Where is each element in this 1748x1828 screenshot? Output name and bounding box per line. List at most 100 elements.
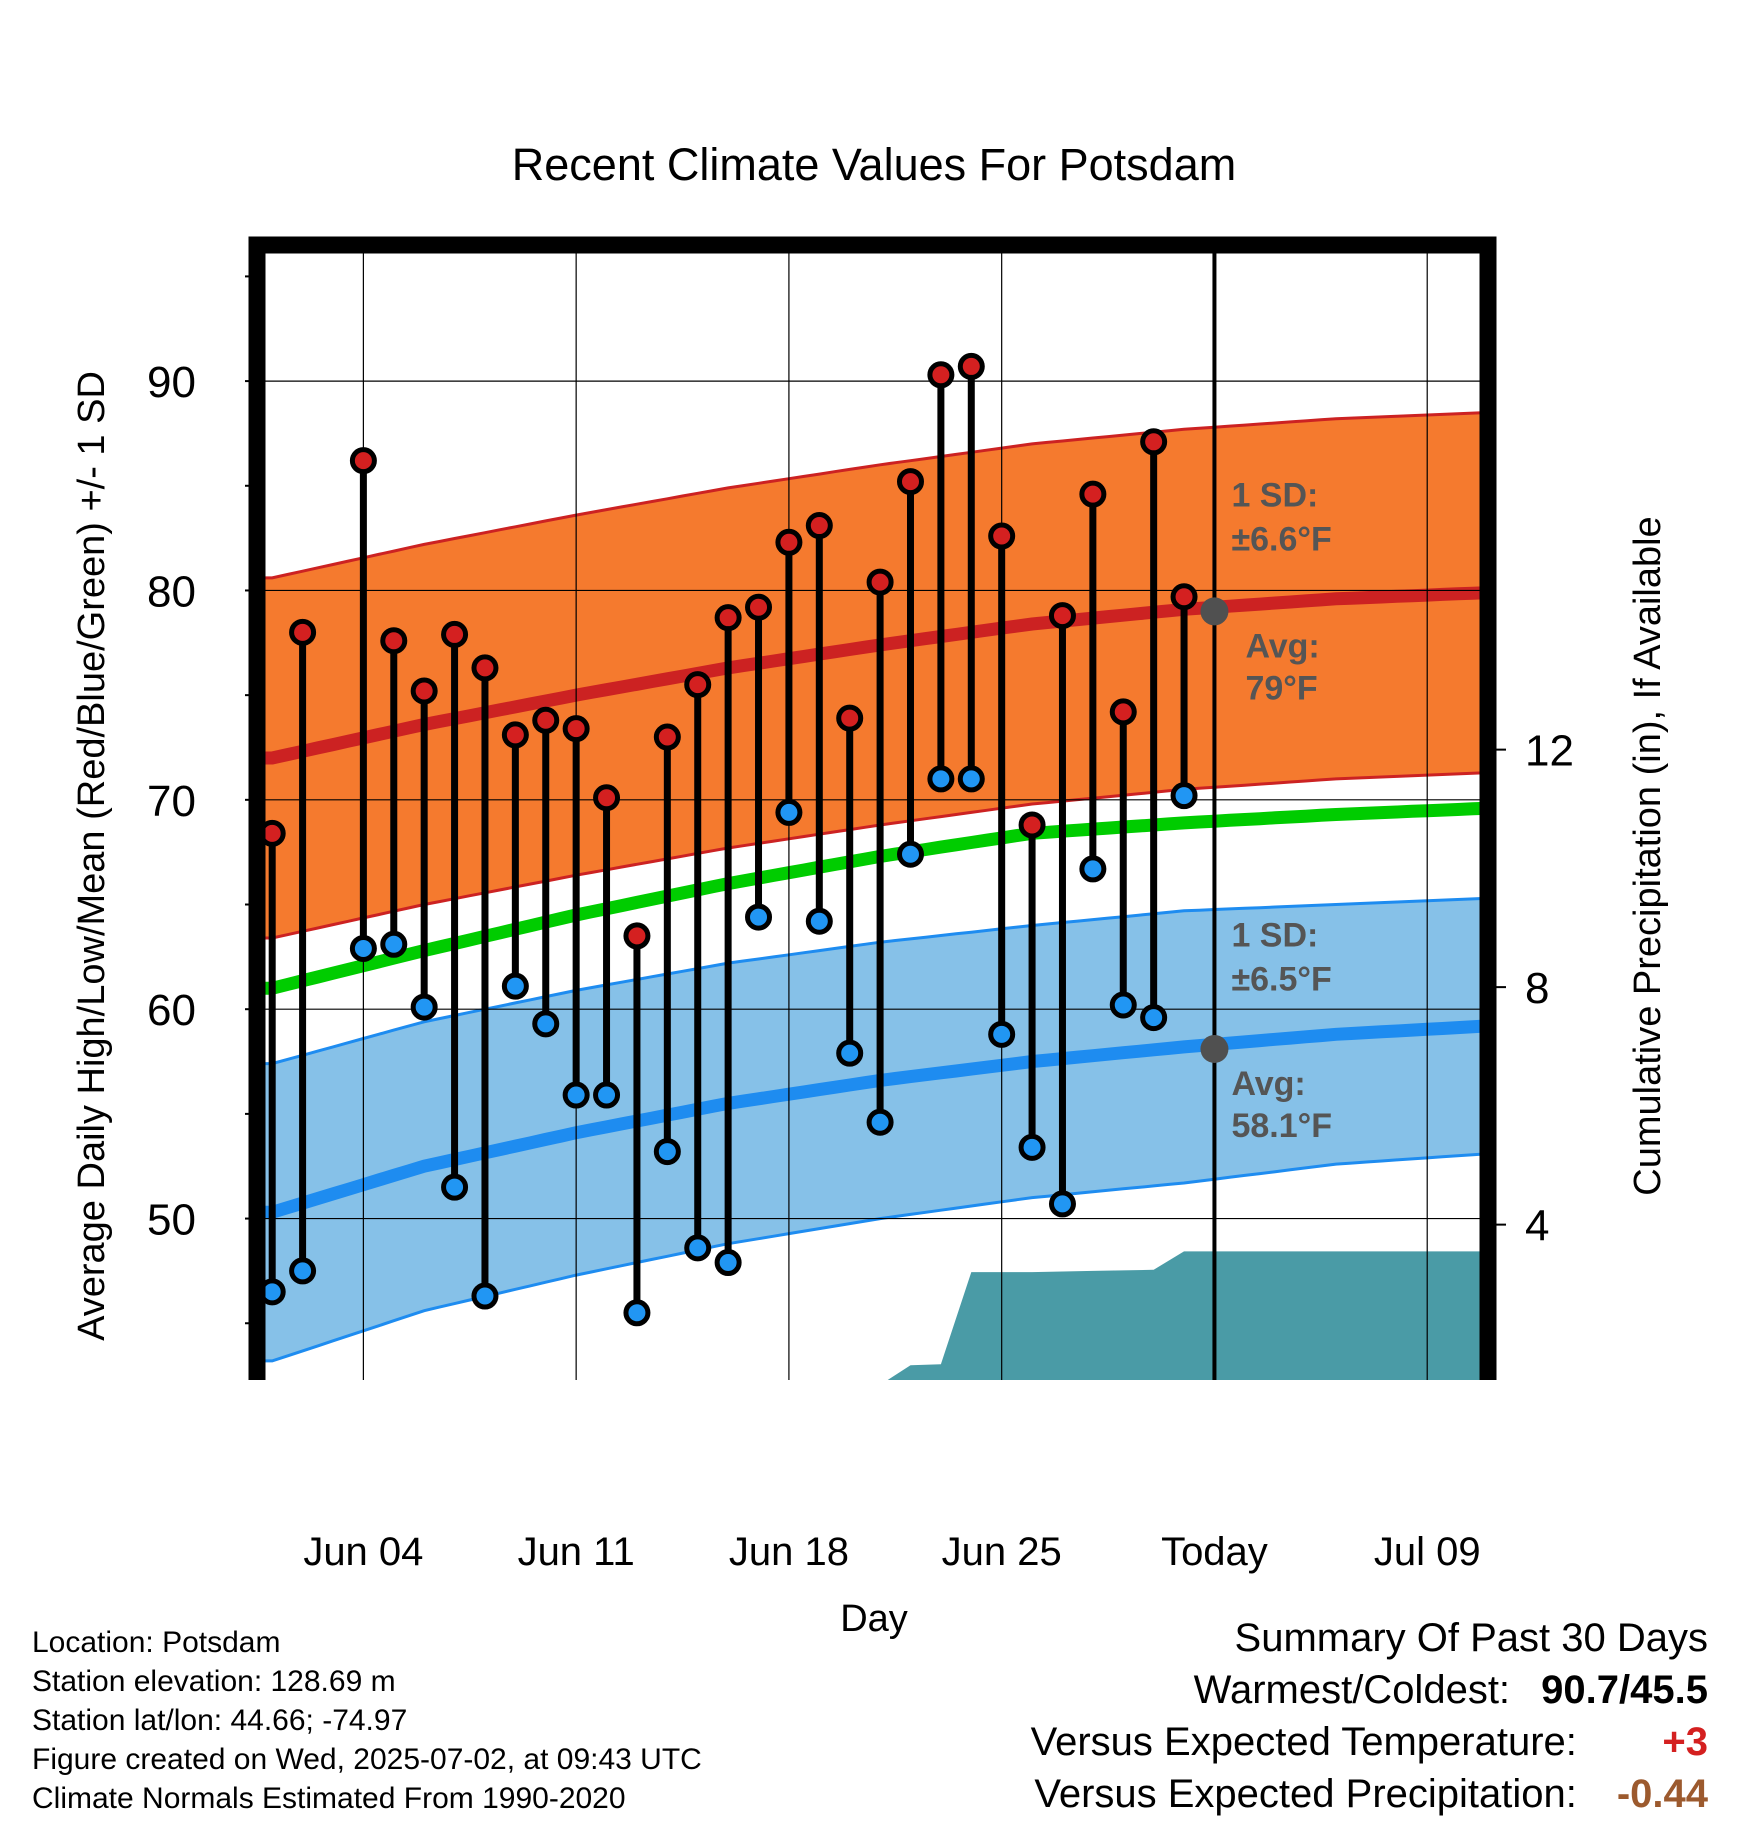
low-point bbox=[289, 1257, 317, 1285]
high-avg-label: Avg: bbox=[1245, 627, 1319, 665]
high-point bbox=[1048, 602, 1076, 630]
location-text: Location: Potsdam bbox=[32, 1626, 281, 1659]
high-point bbox=[714, 604, 742, 632]
y-tick-label: 60 bbox=[147, 986, 196, 1035]
low-point bbox=[349, 934, 377, 962]
y2-axis-label: Cumulative Precipitation (in), If Availa… bbox=[1627, 516, 1669, 1195]
mean-avg-line bbox=[257, 801, 1488, 995]
high-band-upper-edge bbox=[257, 411, 1488, 580]
high-point bbox=[349, 447, 377, 475]
high-avg-line bbox=[257, 586, 1488, 765]
normals-text: Climate Normals Estimated From 1990-2020 bbox=[32, 1782, 626, 1815]
temp-value: +3 bbox=[1662, 1720, 1708, 1764]
low-point bbox=[745, 903, 773, 931]
low-point bbox=[562, 1081, 590, 1109]
low-point bbox=[441, 1173, 469, 1201]
warmest-label: Warmest/Coldest: bbox=[1193, 1668, 1511, 1712]
low-avg-value: 58.1°F bbox=[1231, 1107, 1332, 1145]
low-point bbox=[1018, 1133, 1046, 1161]
low-point bbox=[471, 1282, 499, 1310]
low-point bbox=[1109, 991, 1137, 1019]
precip-value: -0.44 bbox=[1616, 1772, 1708, 1816]
high-avg-value: 79°F bbox=[1245, 669, 1317, 707]
high-point bbox=[532, 706, 560, 734]
high-point bbox=[836, 704, 864, 732]
high-point bbox=[1170, 583, 1198, 611]
low-point bbox=[775, 798, 803, 826]
low-point bbox=[593, 1081, 621, 1109]
low-sd-label: 1 SD: bbox=[1231, 916, 1318, 954]
warmest-value: 90.7/45.5 bbox=[1541, 1668, 1708, 1712]
plot-area: 1 SD: ±6.6°F Avg: 79°F 1 SD: ±6.5°F Avg: 58.1°F… bbox=[257, 245, 1488, 1380]
low-avg-label: Avg: bbox=[1231, 1065, 1305, 1103]
high-point bbox=[805, 512, 833, 540]
y2-tick-label: 4 bbox=[1525, 1202, 1549, 1251]
precip-label: Versus Expected Precipitation: bbox=[1034, 1772, 1577, 1816]
low-point bbox=[836, 1039, 864, 1067]
high-sd-value: ±6.6°F bbox=[1231, 521, 1331, 559]
high-point bbox=[896, 468, 924, 496]
plot-frame bbox=[248, 236, 1497, 1380]
summary-title: Summary Of Past 30 Days bbox=[1031, 1612, 1708, 1664]
low-point bbox=[532, 1010, 560, 1038]
today-high-avg-marker bbox=[1200, 597, 1229, 626]
x-tick-label: Jul 09 bbox=[1373, 1530, 1481, 1574]
low-point bbox=[866, 1108, 894, 1136]
low-point bbox=[805, 907, 833, 935]
high-point bbox=[1109, 698, 1137, 726]
high-point bbox=[441, 620, 469, 648]
low-point bbox=[623, 1299, 651, 1327]
high-point bbox=[866, 568, 894, 596]
low-point bbox=[1079, 855, 1107, 883]
chart-title: Recent Climate Values For Potsdam bbox=[512, 139, 1236, 190]
today-low-avg-marker bbox=[1200, 1034, 1229, 1063]
summary-precip-row: Versus Expected Precipitation: -0.44 bbox=[1031, 1768, 1708, 1820]
x-axis-label-text: Day bbox=[840, 1598, 908, 1640]
low-point bbox=[380, 930, 408, 958]
precip-area bbox=[887, 1251, 1488, 1380]
high-point bbox=[1018, 811, 1046, 839]
x-tick-label: Jun 04 bbox=[303, 1530, 424, 1574]
low-band-lower-edge bbox=[257, 1152, 1488, 1363]
plot-clip-group: 1 SD: ±6.6°F Avg: 79°F 1 SD: ±6.5°F Avg: 58.1°F… bbox=[257, 245, 1488, 1380]
x-tick-label: Today bbox=[1161, 1530, 1268, 1574]
high-band-lower-edge bbox=[257, 771, 1488, 940]
high-sd-band bbox=[257, 412, 1488, 938]
high-point bbox=[562, 715, 590, 743]
y2-tick-label: 12 bbox=[1525, 727, 1574, 776]
low-point bbox=[957, 765, 985, 793]
low-point bbox=[1140, 1004, 1168, 1032]
low-point bbox=[1170, 782, 1198, 810]
summary-panel: Summary Of Past 30 Days Warmest/Coldest:… bbox=[1031, 1612, 1708, 1820]
low-band-upper-edge bbox=[257, 896, 1488, 1066]
temp-label: Versus Expected Temperature: bbox=[1030, 1720, 1577, 1764]
summary-warmest-row: Warmest/Coldest: 90.7/45.5 bbox=[1031, 1664, 1708, 1716]
high-point bbox=[684, 671, 712, 699]
high-point bbox=[745, 593, 773, 621]
high-point bbox=[775, 528, 803, 556]
low-point bbox=[501, 972, 529, 1000]
high-point bbox=[988, 522, 1016, 550]
high-point bbox=[927, 361, 955, 389]
y-tick-label: 80 bbox=[147, 567, 196, 616]
created-text: Figure created on Wed, 2025-07-02, at 09… bbox=[32, 1743, 702, 1776]
latlon-text: Station lat/lon: 44.66; -74.97 bbox=[32, 1704, 408, 1737]
x-tick-label: Jun 25 bbox=[941, 1530, 1062, 1574]
x-axis-label-box: Day bbox=[0, 1598, 1748, 1641]
high-sd-label: 1 SD: bbox=[1231, 477, 1318, 515]
axes: 40506070809004812 bbox=[147, 236, 1574, 1380]
high-point bbox=[1140, 428, 1168, 456]
y2-tick-label: 8 bbox=[1525, 964, 1549, 1013]
high-point bbox=[623, 922, 651, 950]
y-tick-label: 50 bbox=[147, 1196, 196, 1245]
high-point bbox=[1079, 480, 1107, 508]
high-point bbox=[593, 784, 621, 812]
high-point bbox=[501, 721, 529, 749]
low-point bbox=[1048, 1190, 1076, 1218]
x-tick-label: Jun 18 bbox=[728, 1530, 849, 1574]
low-point bbox=[684, 1234, 712, 1262]
high-point bbox=[410, 677, 438, 705]
y-tick-label: 70 bbox=[147, 777, 196, 826]
elevation-text: Station elevation: 128.69 m bbox=[32, 1665, 396, 1698]
low-sd-value: ±6.5°F bbox=[1231, 960, 1331, 998]
